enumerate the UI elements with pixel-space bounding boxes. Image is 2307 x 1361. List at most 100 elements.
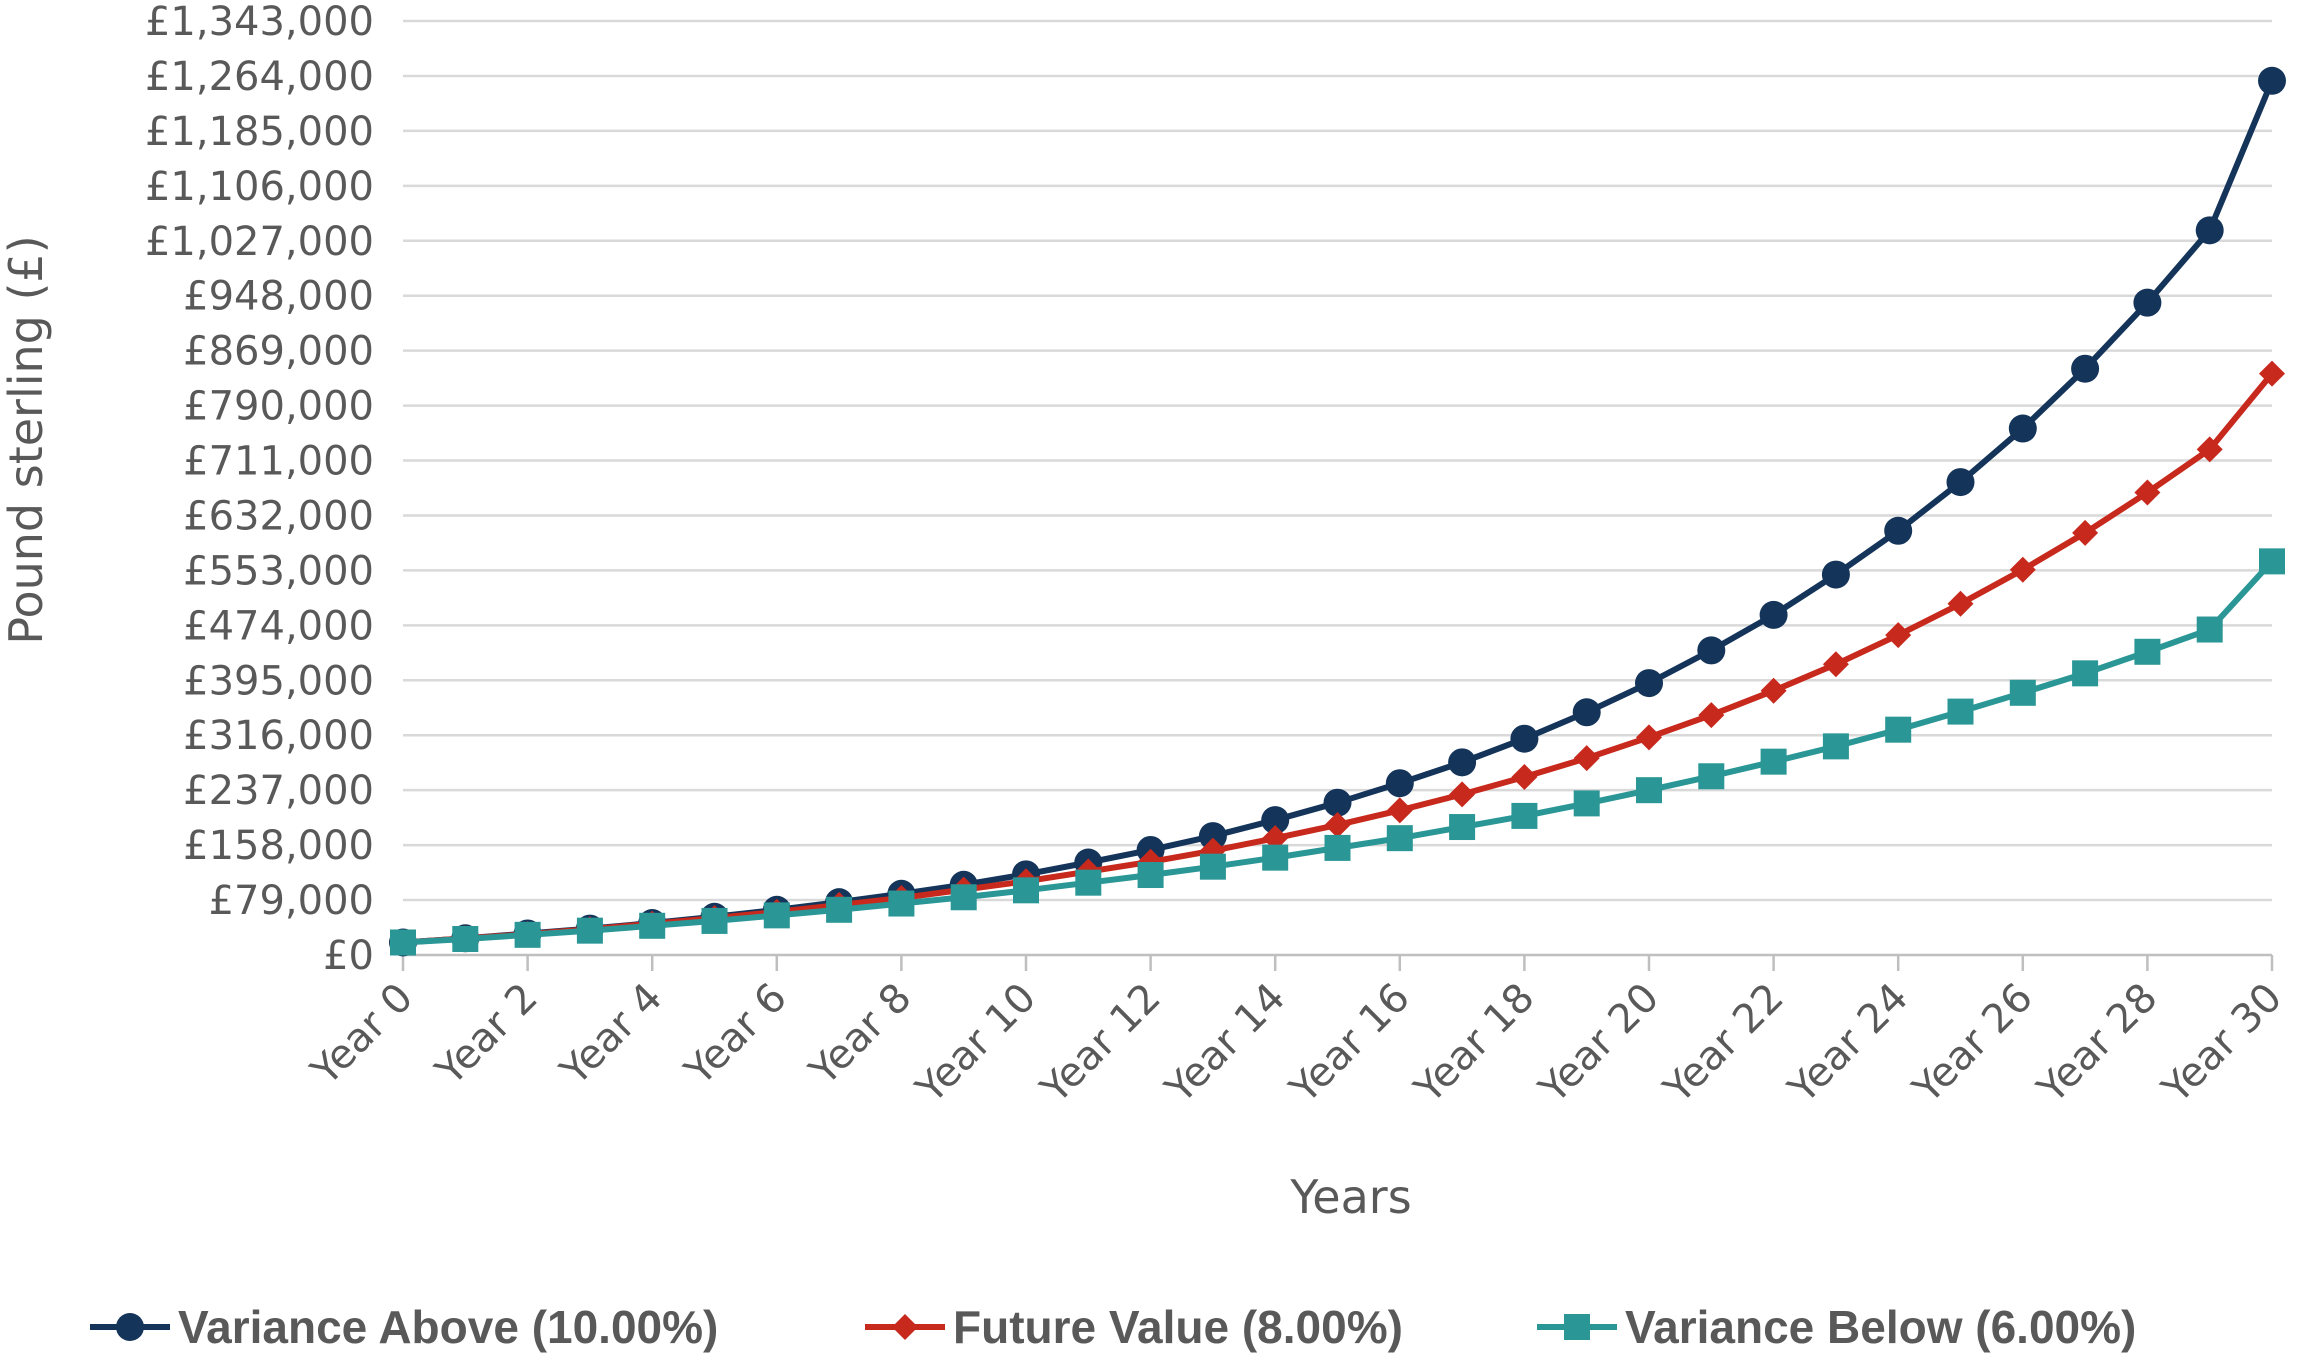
y-tick-label: £553,000 [183,548,374,594]
data-point [1199,853,1226,880]
data-point [1564,1314,1590,1340]
data-point [2196,436,2223,463]
data-point [763,902,790,929]
data-point [1946,468,1975,497]
data-point [1572,698,1601,727]
y-tick-label: £237,000 [183,768,374,814]
x-tick-label: Year 22 [1655,975,1793,1113]
data-point [2072,660,2099,687]
data-point [1198,822,1227,851]
data-point [1261,806,1290,835]
y-axis-title: Pound sterling (£) [0,235,53,644]
data-point [1511,802,1538,829]
x-tick-label: Year 14 [1156,975,1294,1113]
data-point [1013,877,1039,904]
data-point [1760,677,1787,704]
y-tick-label: £1,027,000 [145,219,374,265]
data-point [1698,763,1725,790]
x-tick-label: Year 28 [2028,975,2166,1113]
data-point [1573,745,1600,772]
data-point [2009,679,2036,706]
data-point [826,896,853,923]
data-point [1386,797,1413,824]
data-point [1759,600,1788,629]
data-point [452,926,479,953]
data-point [2008,414,2037,443]
data-point [1262,844,1289,871]
data-point [1137,862,1164,889]
data-point [1822,651,1849,678]
y-tick-label: £632,000 [183,493,374,539]
series-line [402,559,2275,946]
y-tick-label: £0 [323,933,374,979]
data-point [1510,724,1539,753]
data-point [2258,66,2286,95]
y-tick-label: £474,000 [183,603,374,649]
data-point [2196,616,2223,643]
data-point [1636,724,1662,751]
data-point [2134,638,2161,665]
legend-label: Variance Below (6.00%) [1625,1301,2136,1353]
data-point [1636,777,1662,804]
data-point [1821,560,1850,589]
y-tick-label: £395,000 [183,658,374,704]
data-point [116,1313,144,1341]
data-point [950,884,977,911]
data-point [639,912,666,939]
data-point [1947,590,1974,617]
y-tick-label: £1,264,000 [145,54,374,100]
data-point [1385,769,1414,798]
data-point [390,929,416,956]
series-group [389,66,2286,957]
data-point [1386,825,1413,852]
y-tick-label: £158,000 [183,823,374,869]
data-point [1885,716,1912,743]
data-point [1511,763,1538,790]
data-point [1449,781,1476,808]
x-tick-label: Year 6 [676,975,796,1095]
data-point [2133,288,2162,317]
x-tick-label: Year 8 [800,975,920,1095]
y-tick-label: £316,000 [183,713,374,759]
gridlines [403,19,2272,902]
y-tick-label: £1,185,000 [145,109,374,155]
data-point [892,1314,918,1340]
data-point [2009,556,2036,583]
x-tick-label: Year 4 [551,975,671,1095]
x-tick-label: Year 20 [1530,975,1668,1113]
legend-label: Future Value (8.00%) [953,1301,1403,1353]
y-tick-label: £1,343,000 [145,0,374,45]
x-tick-label: Year 30 [2153,975,2291,1113]
data-point [1448,748,1477,777]
data-point [1947,698,1974,725]
x-axis-title: Years [1289,1170,1411,1224]
data-point [2071,354,2100,383]
y-tick-label: £869,000 [183,329,374,375]
data-point [1075,869,1102,896]
data-point [2072,519,2099,546]
data-point [1885,622,1912,649]
data-point [1635,669,1663,698]
data-point [514,921,541,948]
data-point [2134,479,2161,506]
y-tick-label: £79,000 [209,878,374,924]
data-point [576,917,603,944]
x-tick-label: Year 16 [1281,975,1419,1113]
data-point [2259,548,2285,575]
x-tick-label: Year 18 [1405,975,1543,1113]
y-tick-label: £948,000 [183,274,374,320]
data-point [1573,790,1600,817]
legend-label: Variance Above (10.00%) [178,1301,718,1353]
data-point [1697,636,1726,665]
x-tick-label: Year 24 [1779,975,1917,1113]
data-point [1822,733,1849,760]
data-point [1324,811,1351,838]
data-point [2195,216,2224,245]
x-tick-label: Year 0 [302,975,422,1095]
data-point [1884,516,1913,545]
legend: Variance Above (10.00%) Future Value (8.0… [90,1301,2136,1353]
data-point [888,890,915,917]
x-tick-label: Year 10 [907,975,1045,1113]
data-point [2259,360,2285,387]
